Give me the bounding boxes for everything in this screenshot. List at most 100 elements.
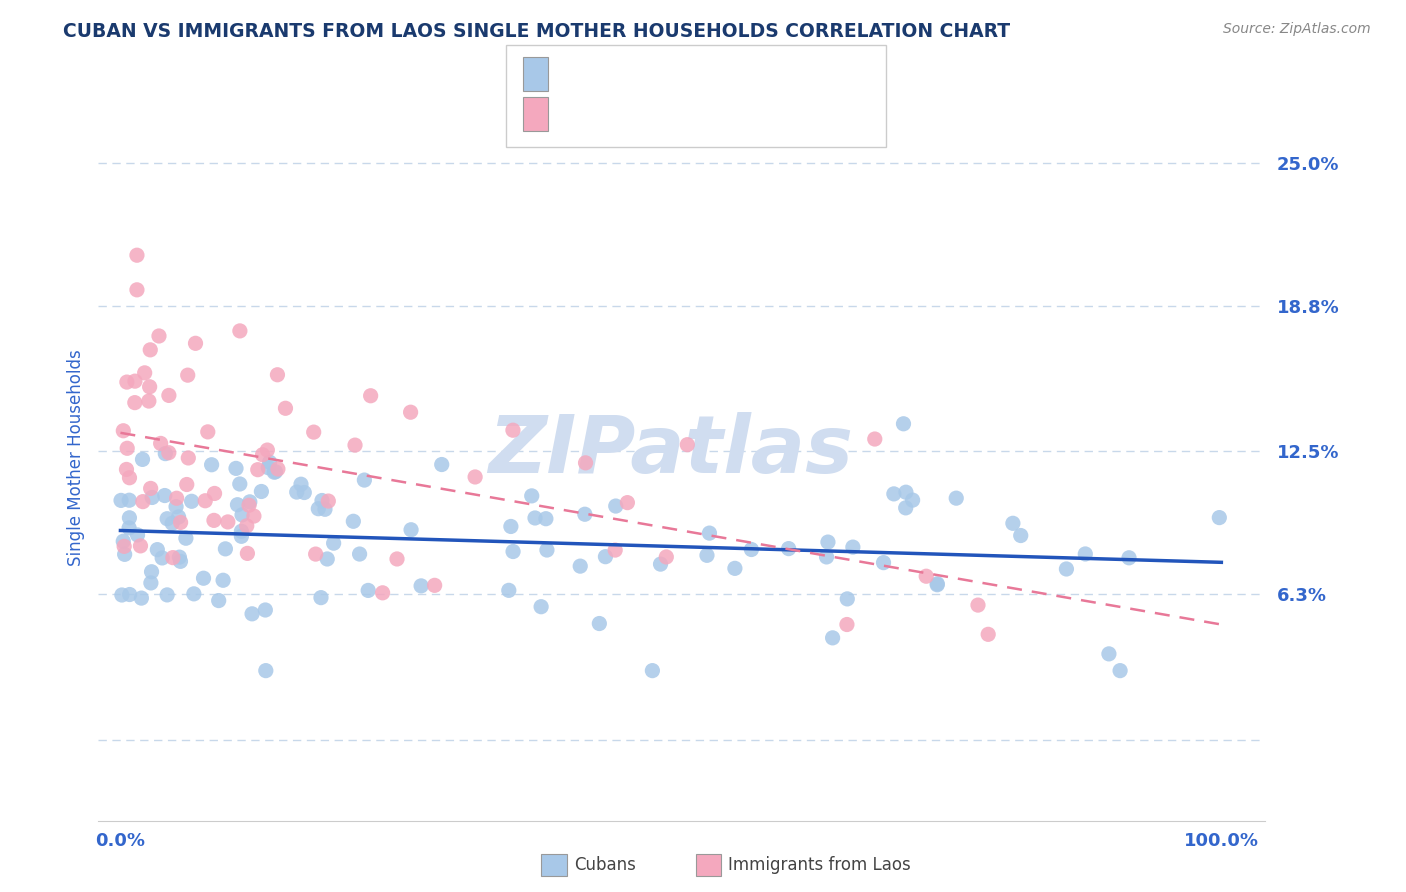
Point (274, 401, 297, 416)
Text: N =: N = (675, 65, 714, 83)
Point (595, 549, 617, 564)
Point (236, 546, 259, 560)
Point (360, 389, 382, 403)
Point (169, 550, 191, 565)
Point (821, 631, 844, 645)
Point (1054, 562, 1077, 576)
Point (264, 465, 287, 479)
Point (305, 547, 328, 561)
Point (139, 482, 162, 496)
Point (180, 494, 202, 508)
Point (118, 588, 141, 602)
Point (239, 495, 262, 509)
Point (901, 493, 924, 508)
Point (202, 513, 225, 527)
Point (676, 438, 699, 452)
Point (132, 494, 155, 508)
Point (240, 607, 263, 621)
Point (1208, 510, 1230, 524)
Text: 65: 65 (720, 105, 758, 123)
Point (208, 593, 231, 607)
Point (150, 550, 173, 565)
Point (574, 508, 596, 522)
Point (285, 485, 308, 500)
Point (894, 500, 917, 515)
Point (309, 591, 332, 605)
Point (502, 423, 524, 437)
Point (430, 458, 453, 472)
Point (778, 541, 800, 556)
Point (342, 514, 364, 528)
Point (498, 583, 520, 598)
Text: Immigrants from Laos: Immigrants from Laos (728, 856, 911, 874)
Point (502, 544, 524, 558)
Point (177, 368, 200, 383)
Text: ZIPatlas: ZIPatlas (488, 412, 853, 491)
Point (160, 516, 183, 531)
Point (194, 493, 217, 508)
Point (112, 534, 135, 549)
Point (835, 617, 858, 632)
Point (371, 586, 394, 600)
Point (314, 502, 336, 516)
Point (165, 500, 187, 514)
Point (141, 565, 163, 579)
Point (138, 394, 160, 409)
Point (118, 510, 141, 524)
Point (267, 462, 290, 476)
Point (1001, 516, 1024, 531)
Point (650, 557, 672, 571)
Point (110, 493, 132, 508)
Point (322, 536, 344, 550)
Point (174, 531, 197, 545)
Point (842, 540, 865, 554)
Point (534, 512, 557, 526)
Point (231, 524, 253, 539)
Point (124, 374, 146, 388)
Point (837, 591, 859, 606)
Point (423, 578, 446, 592)
Point (357, 583, 380, 598)
Point (464, 470, 486, 484)
Point (815, 549, 838, 564)
Point (915, 569, 938, 583)
Point (740, 542, 762, 557)
Point (134, 366, 156, 380)
Point (893, 417, 915, 431)
Point (1074, 547, 1097, 561)
Point (183, 587, 205, 601)
Point (114, 547, 136, 561)
Point (127, 528, 149, 542)
Point (292, 485, 315, 500)
Y-axis label: Single Mother Households: Single Mother Households (66, 349, 84, 566)
Point (616, 495, 638, 509)
Text: -0.055: -0.055 (607, 105, 672, 123)
Point (169, 516, 191, 530)
Point (156, 512, 179, 526)
Point (302, 425, 325, 439)
Point (307, 501, 329, 516)
Point (977, 627, 1000, 641)
Point (883, 487, 905, 501)
Point (238, 498, 260, 512)
Point (115, 462, 138, 476)
Point (212, 574, 235, 588)
Point (157, 388, 180, 402)
Point (817, 535, 839, 549)
Point (349, 547, 371, 561)
Point (967, 598, 990, 612)
Point (176, 477, 198, 491)
Text: Source: ZipAtlas.com: Source: ZipAtlas.com (1223, 22, 1371, 37)
Point (139, 343, 162, 357)
Point (344, 438, 367, 452)
Text: CUBAN VS IMMIGRANTS FROM LAOS SINGLE MOTHER HOUSEHOLDS CORRELATION CHART: CUBAN VS IMMIGRANTS FROM LAOS SINGLE MOT… (63, 22, 1011, 41)
Point (226, 498, 249, 512)
Point (1098, 647, 1121, 661)
Point (155, 447, 177, 461)
Point (316, 552, 339, 566)
Point (146, 542, 169, 557)
Point (574, 456, 596, 470)
Text: R =: R = (562, 105, 602, 123)
Text: 106: 106 (720, 65, 758, 83)
Point (231, 529, 253, 543)
